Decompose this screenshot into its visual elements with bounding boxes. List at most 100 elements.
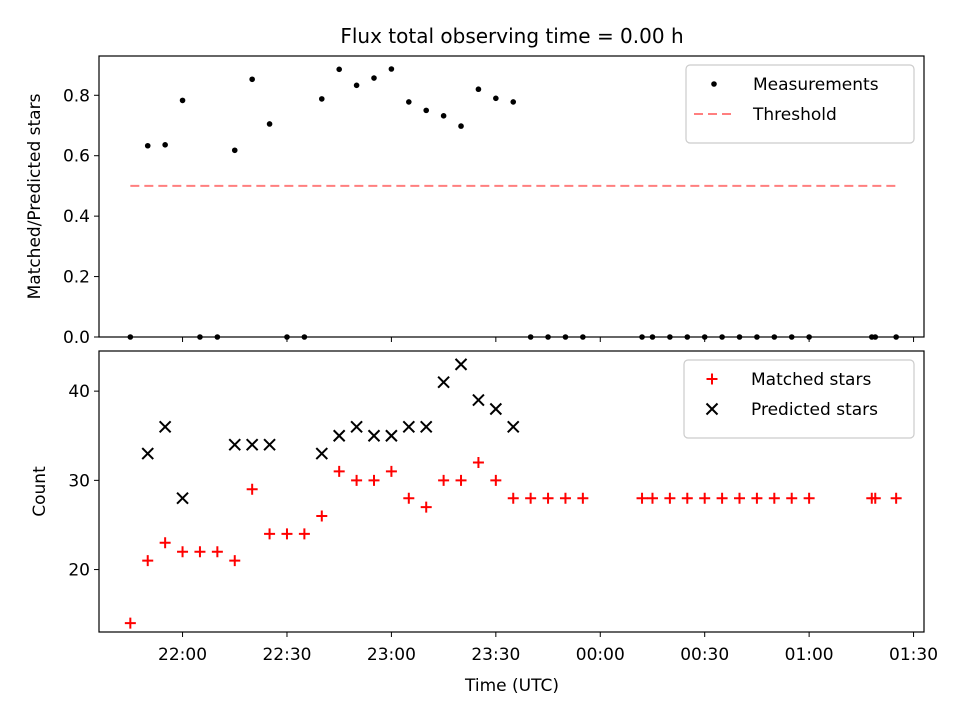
data-point xyxy=(869,492,881,504)
data-point xyxy=(177,546,189,558)
data-point xyxy=(734,492,746,504)
data-point xyxy=(646,492,658,504)
data-point xyxy=(542,492,554,504)
top-panel: 0.0 0.2 0.4 0.6 0.8 Matched/Predicted stars Me… xyxy=(25,55,925,348)
data-point xyxy=(490,474,502,486)
data-point xyxy=(440,113,447,119)
data-point xyxy=(229,555,241,567)
data-point xyxy=(507,420,520,434)
data-point xyxy=(249,76,255,83)
data-point xyxy=(351,474,363,486)
data-point xyxy=(455,474,467,486)
data-point xyxy=(231,147,238,154)
x-tick-label: 00:30 xyxy=(680,645,729,665)
data-point xyxy=(475,86,482,93)
x-axis-label: Time (UTC) xyxy=(464,676,559,696)
data-point xyxy=(332,429,346,442)
data-point xyxy=(420,501,432,513)
axes-frame xyxy=(98,350,925,633)
data-point xyxy=(684,334,691,340)
legend-label: Threshold xyxy=(752,105,837,125)
data-point xyxy=(423,107,430,114)
data-point xyxy=(420,420,433,434)
data-point xyxy=(127,334,134,340)
data-point xyxy=(493,95,499,102)
data-point xyxy=(507,492,519,504)
y-tick-label: 0.8 xyxy=(63,86,90,106)
data-point xyxy=(124,617,136,629)
data-point xyxy=(806,334,812,340)
data-point xyxy=(577,492,589,504)
data-point xyxy=(893,334,899,340)
data-point xyxy=(162,142,168,148)
data-point xyxy=(176,491,189,505)
data-point xyxy=(681,492,693,504)
data-point xyxy=(385,465,397,477)
data-point xyxy=(527,334,534,340)
x-tick-label: 01:00 xyxy=(785,645,834,665)
data-point xyxy=(788,334,795,340)
data-point xyxy=(786,492,798,504)
y-tick-label: 0.6 xyxy=(63,147,90,167)
data-point xyxy=(890,492,902,504)
data-point xyxy=(719,334,725,340)
data-point xyxy=(545,334,551,340)
data-point xyxy=(803,492,815,504)
data-point xyxy=(284,334,290,340)
data-point xyxy=(353,82,360,89)
data-point xyxy=(281,528,293,540)
y-tick-label: 0.2 xyxy=(63,268,90,288)
data-point xyxy=(266,121,273,127)
data-point xyxy=(701,334,708,340)
data-point xyxy=(751,492,763,504)
data-point xyxy=(316,510,328,522)
data-point xyxy=(402,420,416,434)
data-point xyxy=(403,492,415,504)
data-point xyxy=(768,492,780,504)
data-point xyxy=(636,492,648,504)
data-point xyxy=(667,334,673,340)
axes-frame xyxy=(98,55,925,338)
data-point xyxy=(158,420,172,434)
data-point xyxy=(525,492,537,504)
legend-label: Predicted stars xyxy=(751,400,878,420)
data-point xyxy=(639,334,645,340)
data-point xyxy=(664,492,676,504)
data-point xyxy=(159,537,171,549)
y-tick-label: 20 xyxy=(68,561,90,581)
y-axis-label: Count xyxy=(30,466,50,517)
x-tick-label: 22:00 xyxy=(158,645,207,665)
legend-label: Matched stars xyxy=(751,370,871,390)
data-point xyxy=(385,429,398,442)
data-point xyxy=(141,447,154,460)
data-point xyxy=(298,528,310,540)
x-tick-label: 22:30 xyxy=(262,645,311,665)
data-point xyxy=(263,438,276,451)
data-point xyxy=(245,438,259,451)
data-point xyxy=(144,142,151,149)
data-point xyxy=(699,492,711,504)
legend-marker xyxy=(705,402,719,416)
legend-marker xyxy=(706,373,718,385)
data-point xyxy=(371,75,377,81)
y-tick-label: 0.4 xyxy=(63,207,90,227)
data-point xyxy=(872,334,879,340)
data-point xyxy=(315,447,328,460)
data-point xyxy=(350,420,363,434)
data-point xyxy=(472,393,485,407)
data-point xyxy=(228,438,241,451)
legend-box xyxy=(685,64,915,144)
data-point xyxy=(580,334,586,340)
data-point xyxy=(179,97,186,104)
data-point xyxy=(333,465,345,477)
legend-label: Measurements xyxy=(753,75,879,95)
data-point xyxy=(438,474,450,486)
data-point xyxy=(142,555,154,567)
data-point xyxy=(197,334,203,340)
data-point xyxy=(211,546,223,558)
data-point xyxy=(301,334,308,340)
data-point xyxy=(649,334,656,340)
data-point xyxy=(406,99,412,105)
data-point xyxy=(771,334,778,340)
